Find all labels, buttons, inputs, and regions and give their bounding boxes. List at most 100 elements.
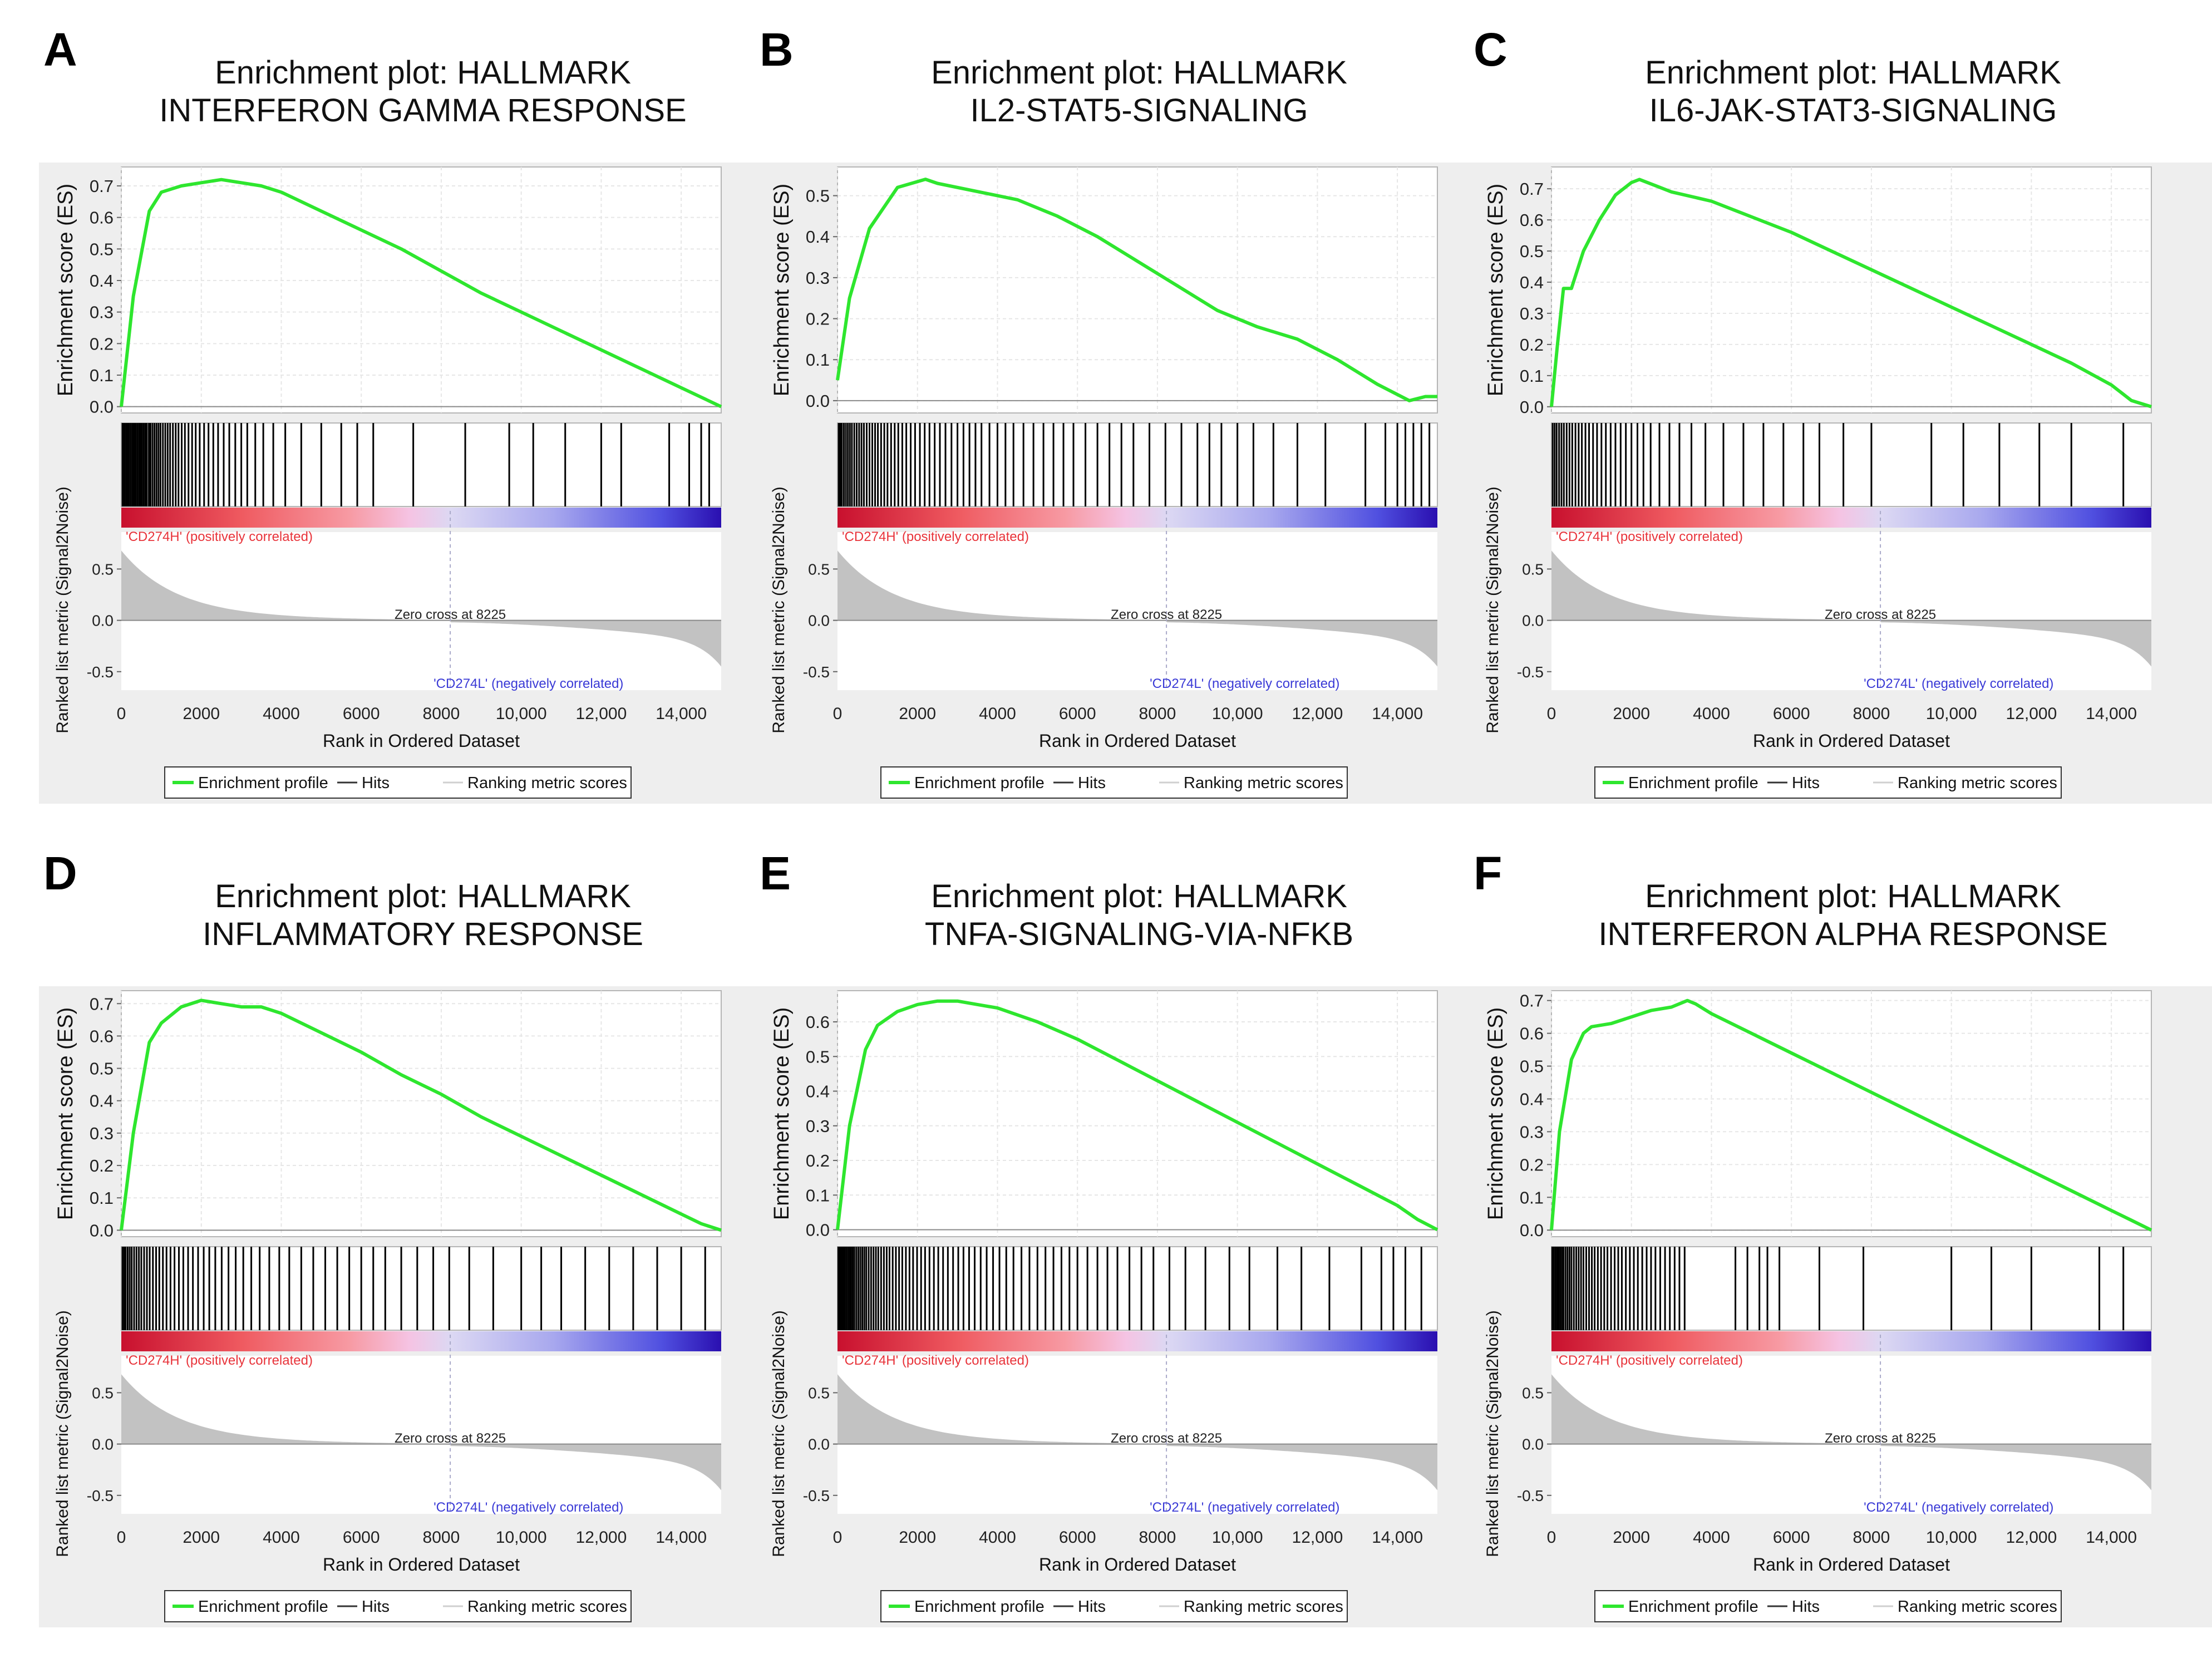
negative-correlation-label: 'CD274L' (negatively correlated) — [1150, 676, 1339, 691]
x-tick-label: 6000 — [1773, 705, 1810, 723]
es-tick-label: 0.3 — [806, 1116, 830, 1136]
es-axis-label: Enrichment score (ES) — [54, 184, 77, 396]
x-tick-label: 0 — [117, 1528, 126, 1547]
panel-letter: E — [760, 847, 791, 899]
panel-letter: F — [1474, 847, 1502, 899]
metric-axis-label: Ranked list metric (Signal2Noise) — [53, 1310, 72, 1557]
metric-axis-label: Ranked list metric (Signal2Noise) — [1484, 1310, 1502, 1557]
x-tick-label: 0 — [1547, 705, 1556, 723]
legend-box — [1594, 766, 2062, 799]
metric-axis-label: Ranked list metric (Signal2Noise) — [53, 486, 72, 734]
metric-tick-label: 0.0 — [1522, 1436, 1544, 1453]
es-tick-label: 0.5 — [806, 1047, 830, 1066]
plot-title-line1: Enrichment plot: HALLMARK — [1645, 55, 2061, 91]
negative-correlation-label: 'CD274L' (negatively correlated) — [433, 1500, 623, 1515]
panel-letter: C — [1474, 23, 1507, 76]
x-tick-label: 12,000 — [576, 705, 627, 723]
es-tick-label: 0.5 — [90, 239, 114, 259]
plot-title-line2: IL2-STAT5-SIGNALING — [970, 92, 1308, 129]
x-tick-label: 8000 — [1139, 1528, 1176, 1547]
legend-hits: Hits — [1078, 774, 1106, 792]
es-tick-label: 0.4 — [1520, 1089, 1544, 1109]
x-tick-label: 4000 — [1693, 1528, 1730, 1547]
legend-ranking-metric: Ranking metric scores — [1184, 1598, 1343, 1616]
es-tick-label: 0.6 — [90, 1026, 114, 1046]
legend-box — [164, 766, 632, 799]
x-axis-label: Rank in Ordered Dataset — [1039, 1554, 1236, 1575]
x-tick-label: 2000 — [1613, 705, 1650, 723]
positive-correlation-label: 'CD274H' (positively correlated) — [126, 529, 313, 544]
x-tick-label: 12,000 — [2006, 705, 2057, 723]
plot-title-line1: Enrichment plot: HALLMARK — [215, 55, 631, 91]
es-tick-label: 0.2 — [806, 1151, 830, 1170]
metric-tick-label: 0.5 — [92, 1384, 114, 1401]
es-tick-label: 0.0 — [806, 391, 830, 411]
es-tick-label: 0.1 — [90, 1188, 114, 1208]
x-tick-label: 4000 — [1693, 705, 1730, 723]
x-tick-label: 2000 — [1613, 1528, 1650, 1547]
metric-tick-label: -0.5 — [803, 663, 830, 681]
legend-ranking-metric: Ranking metric scores — [1898, 1598, 2057, 1616]
legend-hits: Hits — [1078, 1598, 1106, 1616]
hits-area — [837, 422, 1438, 507]
plot-title-line1: Enrichment plot: HALLMARK — [215, 878, 631, 914]
plot-title-line1: Enrichment plot: HALLMARK — [931, 878, 1347, 914]
legend-box — [880, 766, 1348, 799]
metric-tick-label: 0.5 — [1522, 560, 1544, 578]
plot-title-line2: INFLAMMATORY RESPONSE — [203, 916, 643, 952]
x-tick-label: 8000 — [1853, 705, 1890, 723]
x-tick-label: 14,000 — [656, 1528, 707, 1547]
positive-correlation-label: 'CD274H' (positively correlated) — [1556, 529, 1743, 544]
legend-enrichment-profile: Enrichment profile — [914, 1598, 1045, 1616]
x-tick-label: 2000 — [183, 1528, 220, 1547]
ranking-color-bar — [121, 1331, 721, 1351]
metric-tick-label: 0.0 — [92, 1436, 114, 1453]
legend-ranking-metric: Ranking metric scores — [1898, 774, 2057, 792]
x-tick-label: 0 — [1547, 1528, 1556, 1547]
plot-title-line1: Enrichment plot: HALLMARK — [931, 55, 1347, 91]
x-tick-label: 12,000 — [1292, 1528, 1343, 1547]
metric-axis-label: Ranked list metric (Signal2Noise) — [770, 486, 788, 734]
x-tick-label: 10,000 — [496, 705, 547, 723]
es-tick-label: 0.4 — [806, 1082, 830, 1101]
x-tick-label: 0 — [833, 1528, 843, 1547]
metric-tick-label: 0.0 — [808, 612, 830, 629]
legend-enrichment-profile: Enrichment profile — [198, 774, 328, 792]
metric-tick-label: 0.5 — [92, 560, 114, 578]
positive-correlation-label: 'CD274H' (positively correlated) — [842, 1353, 1029, 1368]
zero-cross-label: Zero cross at 8225 — [1825, 607, 1936, 622]
es-tick-label: 0.2 — [1520, 1155, 1544, 1174]
legend-ranking-metric: Ranking metric scores — [467, 1598, 627, 1616]
legend-box — [1594, 1590, 2062, 1622]
metric-tick-label: 0.5 — [1522, 1384, 1544, 1401]
x-axis-label: Rank in Ordered Dataset — [323, 1554, 520, 1575]
plot-title-line2: INTERFERON GAMMA RESPONSE — [159, 92, 686, 129]
metric-tick-label: -0.5 — [1517, 663, 1544, 681]
es-plot-area — [837, 166, 1438, 414]
es-tick-label: 0.1 — [1520, 366, 1544, 386]
legend-ranking-metric: Ranking metric scores — [1184, 774, 1343, 792]
x-tick-label: 14,000 — [2086, 1528, 2137, 1547]
x-axis-label: Rank in Ordered Dataset — [1753, 1554, 1950, 1575]
metric-axis-label: Ranked list metric (Signal2Noise) — [770, 1310, 788, 1557]
es-tick-label: 0.0 — [1520, 397, 1544, 417]
panel-letter: B — [760, 23, 794, 76]
x-axis-label: Rank in Ordered Dataset — [323, 731, 520, 751]
zero-cross-label: Zero cross at 8225 — [1111, 607, 1222, 622]
metric-tick-label: -0.5 — [87, 1487, 114, 1504]
es-tick-label: 0.2 — [90, 334, 114, 353]
metric-tick-label: 0.5 — [808, 1384, 830, 1401]
x-tick-label: 4000 — [263, 1528, 300, 1547]
es-tick-label: 0.7 — [1520, 179, 1544, 199]
legend-enrichment-profile: Enrichment profile — [198, 1598, 328, 1616]
es-tick-label: 0.4 — [806, 227, 830, 247]
x-tick-label: 0 — [833, 705, 843, 723]
es-tick-label: 0.7 — [1520, 991, 1544, 1011]
es-plot-area — [1551, 166, 2152, 414]
positive-correlation-label: 'CD274H' (positively correlated) — [842, 529, 1029, 544]
ranking-color-bar — [837, 508, 1437, 528]
es-tick-label: 0.3 — [1520, 1122, 1544, 1142]
legend-enrichment-profile: Enrichment profile — [1628, 774, 1758, 792]
es-tick-label: 0.1 — [90, 366, 114, 385]
